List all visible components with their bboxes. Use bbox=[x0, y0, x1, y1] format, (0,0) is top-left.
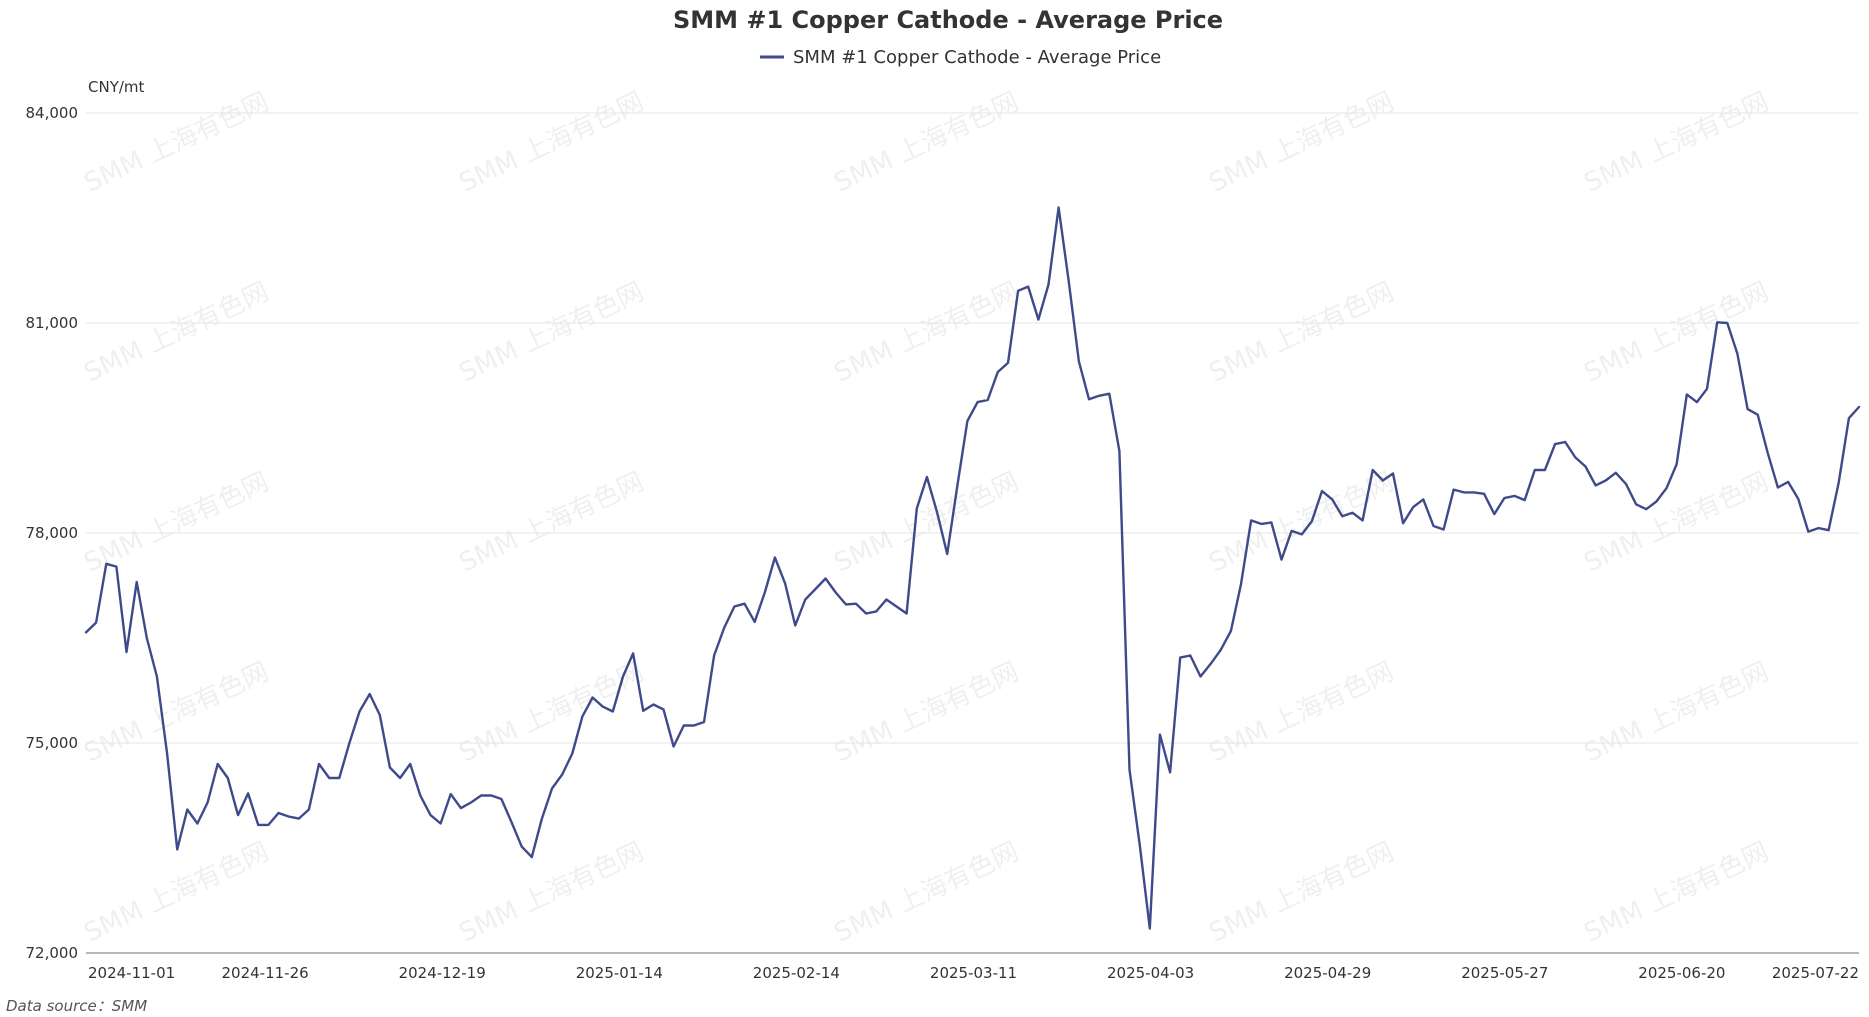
x-tick-label: 2025-05-27 bbox=[1461, 964, 1548, 982]
y-tick-label: 75,000 bbox=[26, 734, 79, 752]
watermark: SMM 上海有色网 bbox=[1580, 87, 1774, 199]
watermark: SMM 上海有色网 bbox=[830, 277, 1024, 389]
x-tick-label: 2025-04-29 bbox=[1284, 964, 1371, 982]
watermark: SMM 上海有色网 bbox=[80, 277, 274, 389]
watermark: SMM 上海有色网 bbox=[830, 657, 1024, 769]
y-axis-ticks: 84,000 81,000 78,000 75,000 72,000 bbox=[26, 104, 79, 962]
x-tick-label: 2024-11-01 bbox=[88, 964, 175, 982]
x-tick-label: 2024-11-26 bbox=[222, 964, 309, 982]
y-axis-unit: CNY/mt bbox=[88, 78, 145, 96]
watermark: SMM 上海有色网 bbox=[1580, 277, 1774, 389]
gridlines bbox=[86, 112, 1859, 744]
watermark: SMM 上海有色网 bbox=[830, 467, 1024, 579]
watermark: SMM 上海有色网 bbox=[1580, 467, 1774, 579]
data-source: Data source：SMM bbox=[6, 997, 147, 1015]
watermark: SMM 上海有色网 bbox=[830, 87, 1024, 199]
watermark: SMM 上海有色网 bbox=[455, 837, 649, 949]
x-tick-label: 2025-04-03 bbox=[1107, 964, 1194, 982]
watermark: SMM 上海有色网 bbox=[455, 467, 649, 579]
y-tick-label: 84,000 bbox=[26, 104, 79, 122]
watermark: SMM 上海有色网 bbox=[1205, 87, 1399, 199]
watermark: SMM 上海有色网 bbox=[80, 657, 274, 769]
watermark: SMM 上海有色网 bbox=[455, 277, 649, 389]
x-tick-label: 2024-12-19 bbox=[399, 964, 486, 982]
chart-title: SMM #1 Copper Cathode - Average Price bbox=[673, 6, 1223, 34]
watermark: SMM 上海有色网 bbox=[455, 657, 649, 769]
x-axis-ticks: 2024-11-01 2024-11-26 2024-12-19 2025-01-14… bbox=[88, 964, 1859, 982]
x-tick-label: 2025-01-14 bbox=[576, 964, 663, 982]
watermark: SMM 上海有色网 bbox=[1580, 837, 1774, 949]
watermark: SMM 上海有色网 bbox=[80, 87, 274, 199]
watermark: SMM 上海有色网 bbox=[1205, 657, 1399, 769]
watermark: SMM 上海有色网 bbox=[455, 87, 649, 199]
y-tick-label: 78,000 bbox=[26, 524, 79, 542]
watermark: SMM 上海有色网 bbox=[1205, 277, 1399, 389]
x-tick-label: 2025-02-14 bbox=[753, 964, 840, 982]
watermark-layer: SMM 上海有色网 SMM 上海有色网 SMM 上海有色网 SMM 上海有色网 SMM … bbox=[80, 87, 1774, 949]
series-line bbox=[84, 206, 1861, 930]
watermark: SMM 上海有色网 bbox=[80, 467, 274, 579]
watermark: SMM 上海有色网 bbox=[1205, 837, 1399, 949]
y-tick-label: 81,000 bbox=[26, 314, 79, 332]
x-tick-label: 2025-07-22 bbox=[1772, 964, 1859, 982]
x-tick-label: 2025-06-20 bbox=[1638, 964, 1725, 982]
legend[interactable]: SMM #1 Copper Cathode - Average Price bbox=[760, 47, 1161, 68]
x-tick-label: 2025-03-11 bbox=[930, 964, 1017, 982]
watermark: SMM 上海有色网 bbox=[80, 837, 274, 949]
watermark: SMM 上海有色网 bbox=[1580, 657, 1774, 769]
legend-label: SMM #1 Copper Cathode - Average Price bbox=[793, 47, 1161, 68]
y-tick-label: 72,000 bbox=[26, 944, 79, 962]
watermark: SMM 上海有色网 bbox=[830, 837, 1024, 949]
